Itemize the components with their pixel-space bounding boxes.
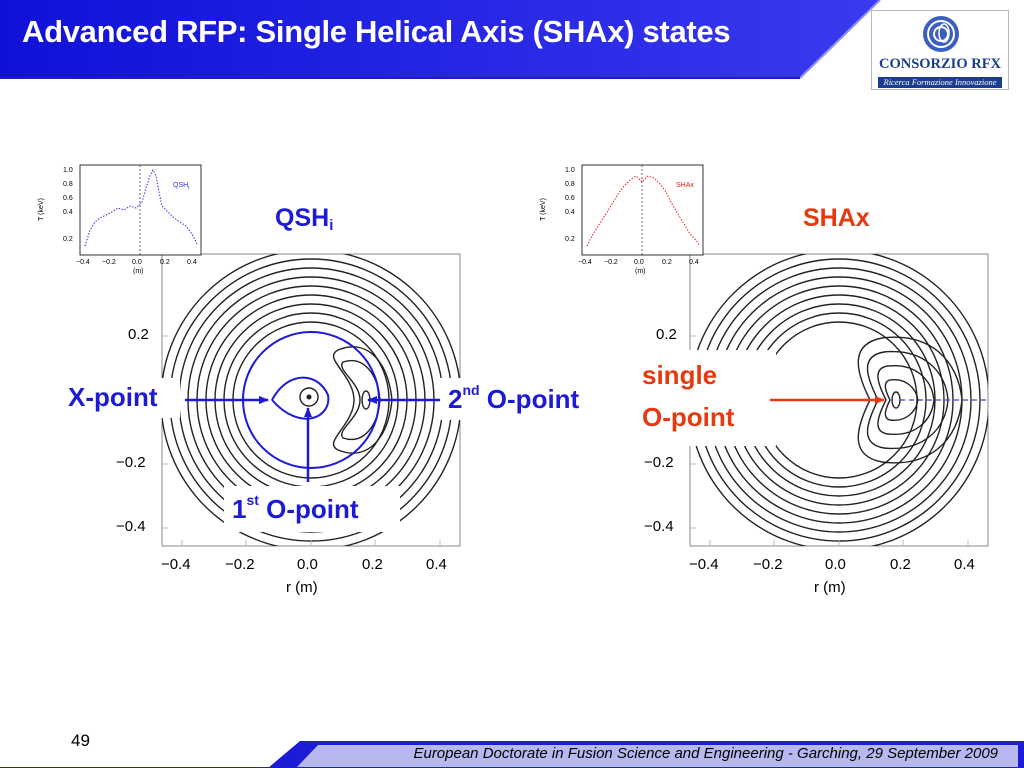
single-o-point-label-line1: single [642,360,718,390]
logo-name: CONSORZIO RFX [878,56,1002,72]
single-o-point-label-line2: O-point [642,402,735,432]
left-inset-x-tick: 0.0 [132,259,142,266]
right-y-tick: −0.2 [644,454,674,471]
right-y-tick: 0.2 [656,326,677,343]
left-inset-x-tick: −0.4 [76,259,90,266]
qsh-te-profile-inset [79,164,202,256]
left-inset-x-tick: −0.2 [102,259,116,266]
left-inset-y-tick: 0.2 [63,236,73,243]
left-x-tick: −0.4 [161,556,191,573]
right-inset-legend: SHAx [676,182,694,189]
right-y-tick: −0.4 [644,518,674,535]
right-x-tick: 0.4 [954,556,975,573]
right-x-tick: 0.2 [890,556,911,573]
right-inset-y-tick: 1.0 [565,167,575,174]
right-x-axis-label: r (m) [814,579,846,596]
right-inset-y-tick: 0.6 [565,195,575,202]
right-inset-x-tick: −0.4 [578,259,592,266]
right-inset-x-tick: 0.0 [634,259,644,266]
left-x-tick: −0.2 [225,556,255,573]
right-inset-x-tick: 0.2 [662,259,672,266]
left-inset-x-tick: 0.2 [160,259,170,266]
left-x-tick: 0.2 [362,556,383,573]
left-y-tick: −0.4 [116,518,146,535]
right-inset-y-tick: 0.8 [565,181,575,188]
right-inset-x-tick: −0.2 [604,259,618,266]
left-inset-y-tick: 0.4 [63,209,73,216]
right-inset-y-tick: 0.2 [565,236,575,243]
right-inset-x-label: (m) [635,268,646,275]
footer-text: European Doctorate in Fusion Science and… [413,745,998,762]
left-x-axis-label: r (m) [286,579,318,596]
shax-core-contours [857,336,963,464]
left-inset-x-tick: 0.4 [187,259,197,266]
left-inset-x-label: (m) [133,268,144,275]
right-inset-y-tick: 0.4 [565,209,575,216]
right-x-tick: 0.0 [825,556,846,573]
x-point-label: X-point [68,382,158,412]
slide-title: Advanced RFP: Single Helical Axis (SHAx)… [22,14,731,49]
header-banner [0,0,881,79]
left-inset-y-tick: 1.0 [63,167,73,174]
logo-emblem-icon [923,16,959,52]
consorzio-rfx-logo: CONSORZIO RFX Ricerca Formazione Innovaz… [871,10,1009,90]
right-inset-x-tick: 0.4 [689,259,699,266]
right-x-tick: −0.2 [753,556,783,573]
second-o-point-label: 2nd O-point [448,382,580,414]
left-x-tick: 0.0 [297,556,318,573]
right-x-tick: −0.4 [689,556,719,573]
left-inset-y-label: T (keV) [37,198,45,221]
qsh-state-label: QSHi [275,204,334,234]
left-x-tick: 0.4 [426,556,447,573]
left-inset-legend: QSHi [173,182,190,192]
left-y-tick: 0.2 [128,326,149,343]
shax-te-profile-inset [581,164,704,256]
logo-tagline: Ricerca Formazione Innovazione [878,77,1002,88]
right-inset-y-label: T (keV) [539,198,547,221]
shax-state-label: SHAx [803,204,870,232]
left-inset-y-tick: 0.8 [63,181,73,188]
footer-band [0,741,1024,768]
page-number: 49 [71,731,90,750]
first-o-point-label: 1st O-point [232,492,359,524]
left-y-tick: −0.2 [116,454,146,471]
left-inset-y-tick: 0.6 [63,195,73,202]
